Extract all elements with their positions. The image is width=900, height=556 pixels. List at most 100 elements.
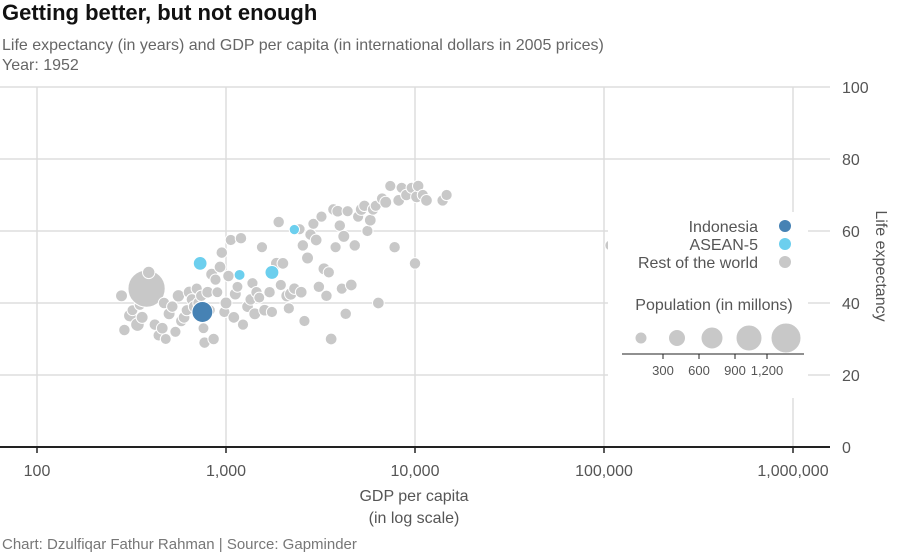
- point-rest-of-the-world: [219, 296, 233, 310]
- data-points: [115, 179, 617, 349]
- point-rest-of-the-world: [339, 307, 352, 321]
- chart-title: Getting better, but not enough: [2, 0, 318, 25]
- legend-label: Indonesia: [689, 219, 758, 236]
- point-rest-of-the-world: [159, 333, 172, 345]
- point-rest-of-the-world: [298, 314, 311, 328]
- point-rest-of-the-world: [348, 239, 361, 252]
- point-rest-of-the-world: [227, 311, 241, 324]
- size-legend-label: 1,200: [751, 363, 784, 378]
- subtitle-line: Life expectancy (in years) and GDP per c…: [2, 37, 604, 54]
- chart-caption: Chart: Dzulfiqar Fathur Rahman | Source:…: [2, 536, 357, 553]
- size-legend-circle: [770, 322, 802, 354]
- point-rest-of-the-world: [341, 205, 354, 218]
- y-axis-title: Life expectancy: [872, 210, 889, 321]
- point-rest-of-the-world: [301, 251, 314, 265]
- point-rest-of-the-world: [171, 289, 186, 303]
- legend-label: Rest of the world: [638, 255, 758, 272]
- point-rest-of-the-world: [440, 188, 453, 202]
- size-legend-label: 300: [652, 363, 674, 378]
- x-tick-label: 1,000: [206, 463, 246, 480]
- point-rest-of-the-world: [115, 289, 128, 303]
- point-rest-of-the-world: [142, 265, 156, 280]
- x-tick-label: 10,000: [391, 463, 440, 480]
- point-rest-of-the-world: [265, 305, 279, 319]
- point-asean-5: [233, 268, 246, 281]
- point-rest-of-the-world: [169, 325, 182, 338]
- y-tick-label: 20: [842, 368, 860, 385]
- point-rest-of-the-world: [282, 302, 295, 315]
- point-rest-of-the-world: [272, 215, 285, 229]
- point-rest-of-the-world: [420, 194, 433, 207]
- point-rest-of-the-world: [361, 224, 374, 238]
- point-asean-5: [288, 223, 301, 236]
- legend-background: [608, 212, 808, 398]
- point-rest-of-the-world: [253, 291, 266, 304]
- point-rest-of-the-world: [320, 289, 333, 303]
- x-axis-title-line2: (in log scale): [369, 510, 460, 527]
- point-rest-of-the-world: [344, 278, 358, 292]
- point-rest-of-the-world: [307, 217, 320, 230]
- point-rest-of-the-world: [209, 273, 222, 286]
- point-rest-of-the-world: [234, 231, 248, 245]
- point-rest-of-the-world: [224, 233, 237, 247]
- point-rest-of-the-world: [155, 321, 169, 335]
- y-tick-label: 0: [842, 440, 851, 457]
- legend-label: ASEAN-5: [690, 237, 759, 254]
- chart-subtitle: Life expectancy (in years) and GDP per c…: [2, 36, 604, 76]
- size-legend: 300 600 900 1,200: [622, 322, 804, 378]
- y-tick-label: 100: [842, 80, 869, 97]
- point-rest-of-the-world: [388, 240, 401, 254]
- point-rest-of-the-world: [276, 257, 290, 270]
- point-rest-of-the-world: [312, 280, 326, 294]
- point-rest-of-the-world: [222, 269, 235, 283]
- point-rest-of-the-world: [215, 246, 229, 259]
- size-legend-circle: [634, 331, 648, 345]
- x-tick-label: 100: [24, 463, 51, 480]
- point-rest-of-the-world: [384, 179, 397, 193]
- point-rest-of-the-world: [231, 280, 244, 293]
- point-rest-of-the-world: [309, 233, 323, 247]
- x-tick-label: 1,000,000: [757, 463, 828, 480]
- point-rest-of-the-world: [408, 257, 422, 270]
- legend-swatch: [779, 220, 791, 232]
- point-rest-of-the-world: [363, 213, 377, 227]
- point-rest-of-the-world: [166, 300, 179, 313]
- point-rest-of-the-world: [211, 286, 224, 299]
- point-rest-of-the-world: [337, 229, 351, 243]
- x-tick-label: 100,000: [575, 463, 633, 480]
- point-rest-of-the-world: [324, 332, 338, 346]
- point-rest-of-the-world: [315, 210, 328, 223]
- size-legend-circle: [735, 324, 763, 352]
- point-rest-of-the-world: [294, 285, 308, 299]
- point-asean-5: [192, 256, 208, 271]
- y-tick-label: 60: [842, 224, 860, 241]
- point-rest-of-the-world: [379, 195, 393, 209]
- point-rest-of-the-world: [274, 278, 287, 292]
- point-rest-of-the-world: [236, 318, 250, 331]
- point-rest-of-the-world: [296, 239, 310, 252]
- point-rest-of-the-world: [322, 266, 335, 279]
- point-rest-of-the-world: [333, 219, 347, 232]
- point-rest-of-the-world: [135, 310, 149, 324]
- x-axis-ticks: 100 1,000 10,000 100,000 1,000,000: [24, 447, 829, 480]
- size-legend-circle: [700, 326, 724, 350]
- legend-swatch: [779, 238, 791, 250]
- size-legend-circle: [668, 329, 686, 347]
- size-legend-label: 900: [724, 363, 746, 378]
- point-rest-of-the-world: [213, 260, 227, 274]
- y-axis-ticks: 0 20 40 60 80 100: [842, 80, 869, 457]
- x-axis-title-line1: GDP per capita: [359, 488, 468, 505]
- point-indonesia: [191, 301, 214, 323]
- legend-swatch: [779, 256, 791, 268]
- point-rest-of-the-world: [197, 322, 210, 335]
- size-legend-label: 600: [688, 363, 710, 378]
- year-label: Year: 1952: [2, 57, 79, 74]
- point-rest-of-the-world: [118, 323, 131, 337]
- point-rest-of-the-world: [329, 241, 342, 254]
- y-tick-label: 80: [842, 152, 860, 169]
- point-asean-5: [264, 264, 280, 280]
- point-rest-of-the-world: [207, 332, 220, 346]
- size-legend-title: Population (in millons): [635, 297, 792, 314]
